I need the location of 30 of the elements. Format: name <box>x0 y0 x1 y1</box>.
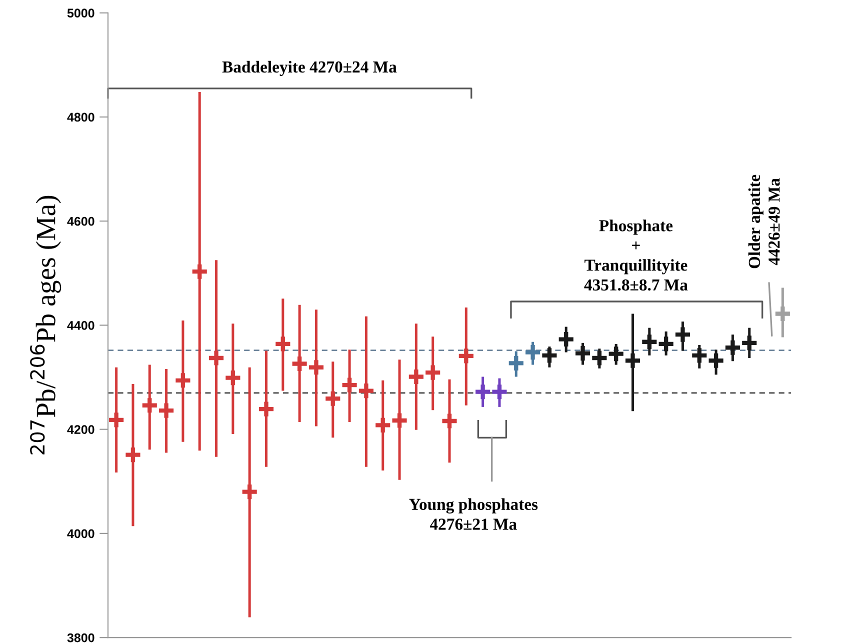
point <box>206 348 226 368</box>
point <box>640 332 659 352</box>
point <box>690 346 709 365</box>
point <box>540 346 559 365</box>
annotation: Phosphate + Tranquillityite 4351.8±8.7 Ma <box>584 220 688 291</box>
annotation: Baddeleyite 4270±24 Ma <box>222 60 397 76</box>
annotation: Young phosphates 4276±21 Ma <box>409 498 538 530</box>
y-tick-label: 4800 <box>67 112 94 122</box>
point <box>623 351 642 370</box>
annotation: Older apatite 4426±49 Ma <box>748 174 780 268</box>
point <box>140 396 159 415</box>
point <box>190 262 209 281</box>
y-tick-label: 4600 <box>67 216 94 226</box>
point <box>706 351 726 370</box>
point <box>256 400 276 418</box>
y-tick-label: 5000 <box>67 8 94 18</box>
y-tick-label: 4200 <box>67 425 94 434</box>
point <box>656 334 676 354</box>
point <box>108 410 126 430</box>
y-tick-label: 4400 <box>67 321 94 330</box>
point <box>174 371 192 390</box>
point <box>274 334 292 354</box>
point <box>340 376 359 394</box>
y-axis-title: $^{207}$Pb/$^{206}$Pb ages (Ma) <box>30 196 62 454</box>
point <box>440 412 459 430</box>
point <box>390 411 409 430</box>
point <box>590 348 609 368</box>
y-tick-label: 3800 <box>67 633 94 642</box>
y-tick-label: 4000 <box>67 529 94 538</box>
point <box>324 389 342 408</box>
